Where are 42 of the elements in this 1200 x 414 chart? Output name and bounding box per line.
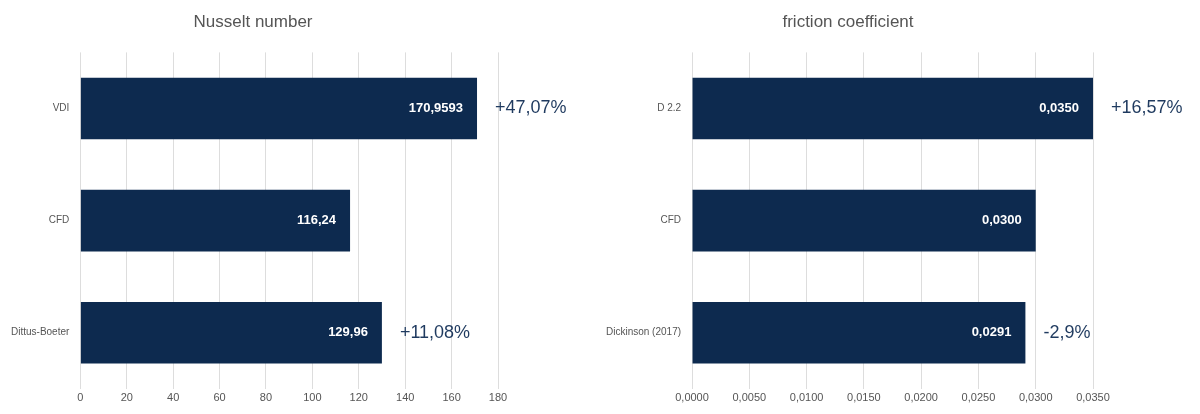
data-label: 0,0350 bbox=[1039, 100, 1079, 116]
x-tick-label: 20 bbox=[120, 391, 133, 404]
annotation: +47,07% bbox=[495, 97, 567, 118]
x-tick-label: 0,0100 bbox=[789, 391, 824, 404]
x-tick-label: 0,0250 bbox=[961, 391, 996, 404]
x-tick-label: 0,0050 bbox=[732, 391, 767, 404]
data-label: 129,96 bbox=[328, 324, 368, 340]
x-tick-label: 0,0150 bbox=[847, 391, 881, 404]
x-tick-label: 60 bbox=[213, 391, 226, 404]
x-tick-label: 180 bbox=[488, 391, 508, 404]
x-tick-label: 0,0000 bbox=[675, 391, 709, 404]
y-tick-label: Dickinson (2017) bbox=[605, 326, 682, 338]
annotation: -2,9% bbox=[1043, 321, 1091, 342]
x-tick-label: 0 bbox=[77, 391, 84, 404]
bar bbox=[80, 301, 382, 364]
bar bbox=[692, 189, 1036, 252]
y-tick-label: VDI bbox=[52, 102, 70, 114]
x-tick-label: 0,0200 bbox=[904, 391, 938, 404]
annotation: +16,57% bbox=[1111, 97, 1183, 118]
data-label: 0,0291 bbox=[971, 324, 1012, 340]
data-label: 116,24 bbox=[297, 212, 337, 228]
x-tick-label: 80 bbox=[259, 391, 273, 404]
x-tick-label: 100 bbox=[303, 391, 322, 404]
data-label: 170,9593 bbox=[408, 100, 464, 116]
x-tick-label: 160 bbox=[442, 391, 461, 404]
x-tick-label: 0,0350 bbox=[1076, 391, 1110, 404]
y-tick-label: Dittus-Boeter bbox=[11, 326, 71, 338]
y-tick-label: CFD bbox=[660, 214, 682, 226]
bar bbox=[692, 77, 1093, 140]
y-tick-label: CFD bbox=[48, 214, 70, 226]
data-label: 0,0300 bbox=[981, 212, 1022, 228]
bar bbox=[692, 301, 1026, 364]
x-tick-label: 40 bbox=[167, 391, 180, 404]
bar bbox=[80, 189, 351, 252]
x-tick-label: 0,0300 bbox=[1018, 391, 1053, 404]
chart-title: friction coefficient bbox=[782, 11, 914, 31]
bar bbox=[80, 77, 478, 140]
chart-title: Nusselt number bbox=[193, 11, 313, 31]
annotation: +11,08% bbox=[399, 321, 471, 342]
x-tick-label: 140 bbox=[396, 391, 415, 404]
y-tick-label: D 2.2 bbox=[657, 102, 682, 114]
x-tick-label: 120 bbox=[349, 391, 368, 404]
